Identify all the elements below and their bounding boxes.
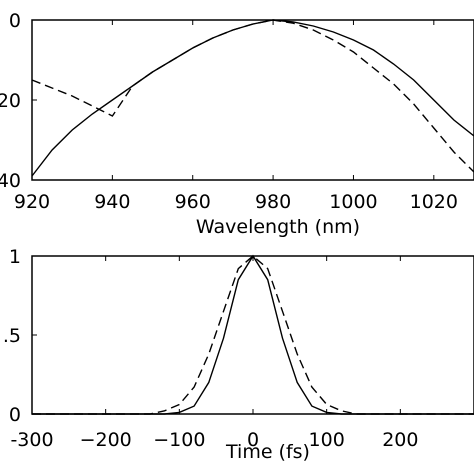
top-y-tick-label: 40 <box>0 170 21 192</box>
bottom-series-dashed-line <box>32 255 474 415</box>
top-series-dashed-line <box>31 19 474 173</box>
bottom-x-tick-label: 100 <box>309 429 345 451</box>
top-x-tick-label: 1000 <box>329 191 377 213</box>
bottom-plot-marks: -300 −200 −100 0 100 200 0 .5 1 <box>3 246 474 451</box>
top-x-axis-label: Wavelength (nm) <box>196 216 360 238</box>
bottom-x-tick-label: 0 <box>247 429 259 451</box>
bottom-series-solid-line <box>32 254 474 415</box>
top-y-tick-label: 20 <box>0 90 21 112</box>
top-plot-frame <box>31 19 474 181</box>
bottom-x-tick-label: 200 <box>382 429 418 451</box>
bottom-y-tick-label: 1 <box>9 246 21 268</box>
bottom-panel: -300 −200 −100 0 100 200 0 .5 1 Time (fs) <box>3 246 474 463</box>
top-x-tick-label: 920 <box>14 191 50 213</box>
bottom-x-tick-label: −200 <box>80 429 132 451</box>
top-plot-marks: 920 940 960 980 1000 1020 0 20 40 <box>0 10 474 213</box>
top-x-tick-label: 940 <box>94 191 130 213</box>
top-x-tick-label: 980 <box>255 191 291 213</box>
bottom-x-axis-label: Time (fs) <box>225 441 310 463</box>
bottom-y-tick-label: 0 <box>9 404 21 426</box>
bottom-plot-frame <box>31 255 474 415</box>
bottom-x-tick-label: -300 <box>10 429 53 451</box>
bottom-y-tick-label: .5 <box>3 325 21 347</box>
top-panel: 920 940 960 980 1000 1020 0 20 40 Wavelength (nm… <box>0 10 474 238</box>
bottom-x-tick-label: −100 <box>153 429 205 451</box>
top-y-tick-label: 0 <box>9 10 21 32</box>
top-x-tick-label: 1020 <box>410 191 458 213</box>
top-x-tick-label: 960 <box>175 191 211 213</box>
